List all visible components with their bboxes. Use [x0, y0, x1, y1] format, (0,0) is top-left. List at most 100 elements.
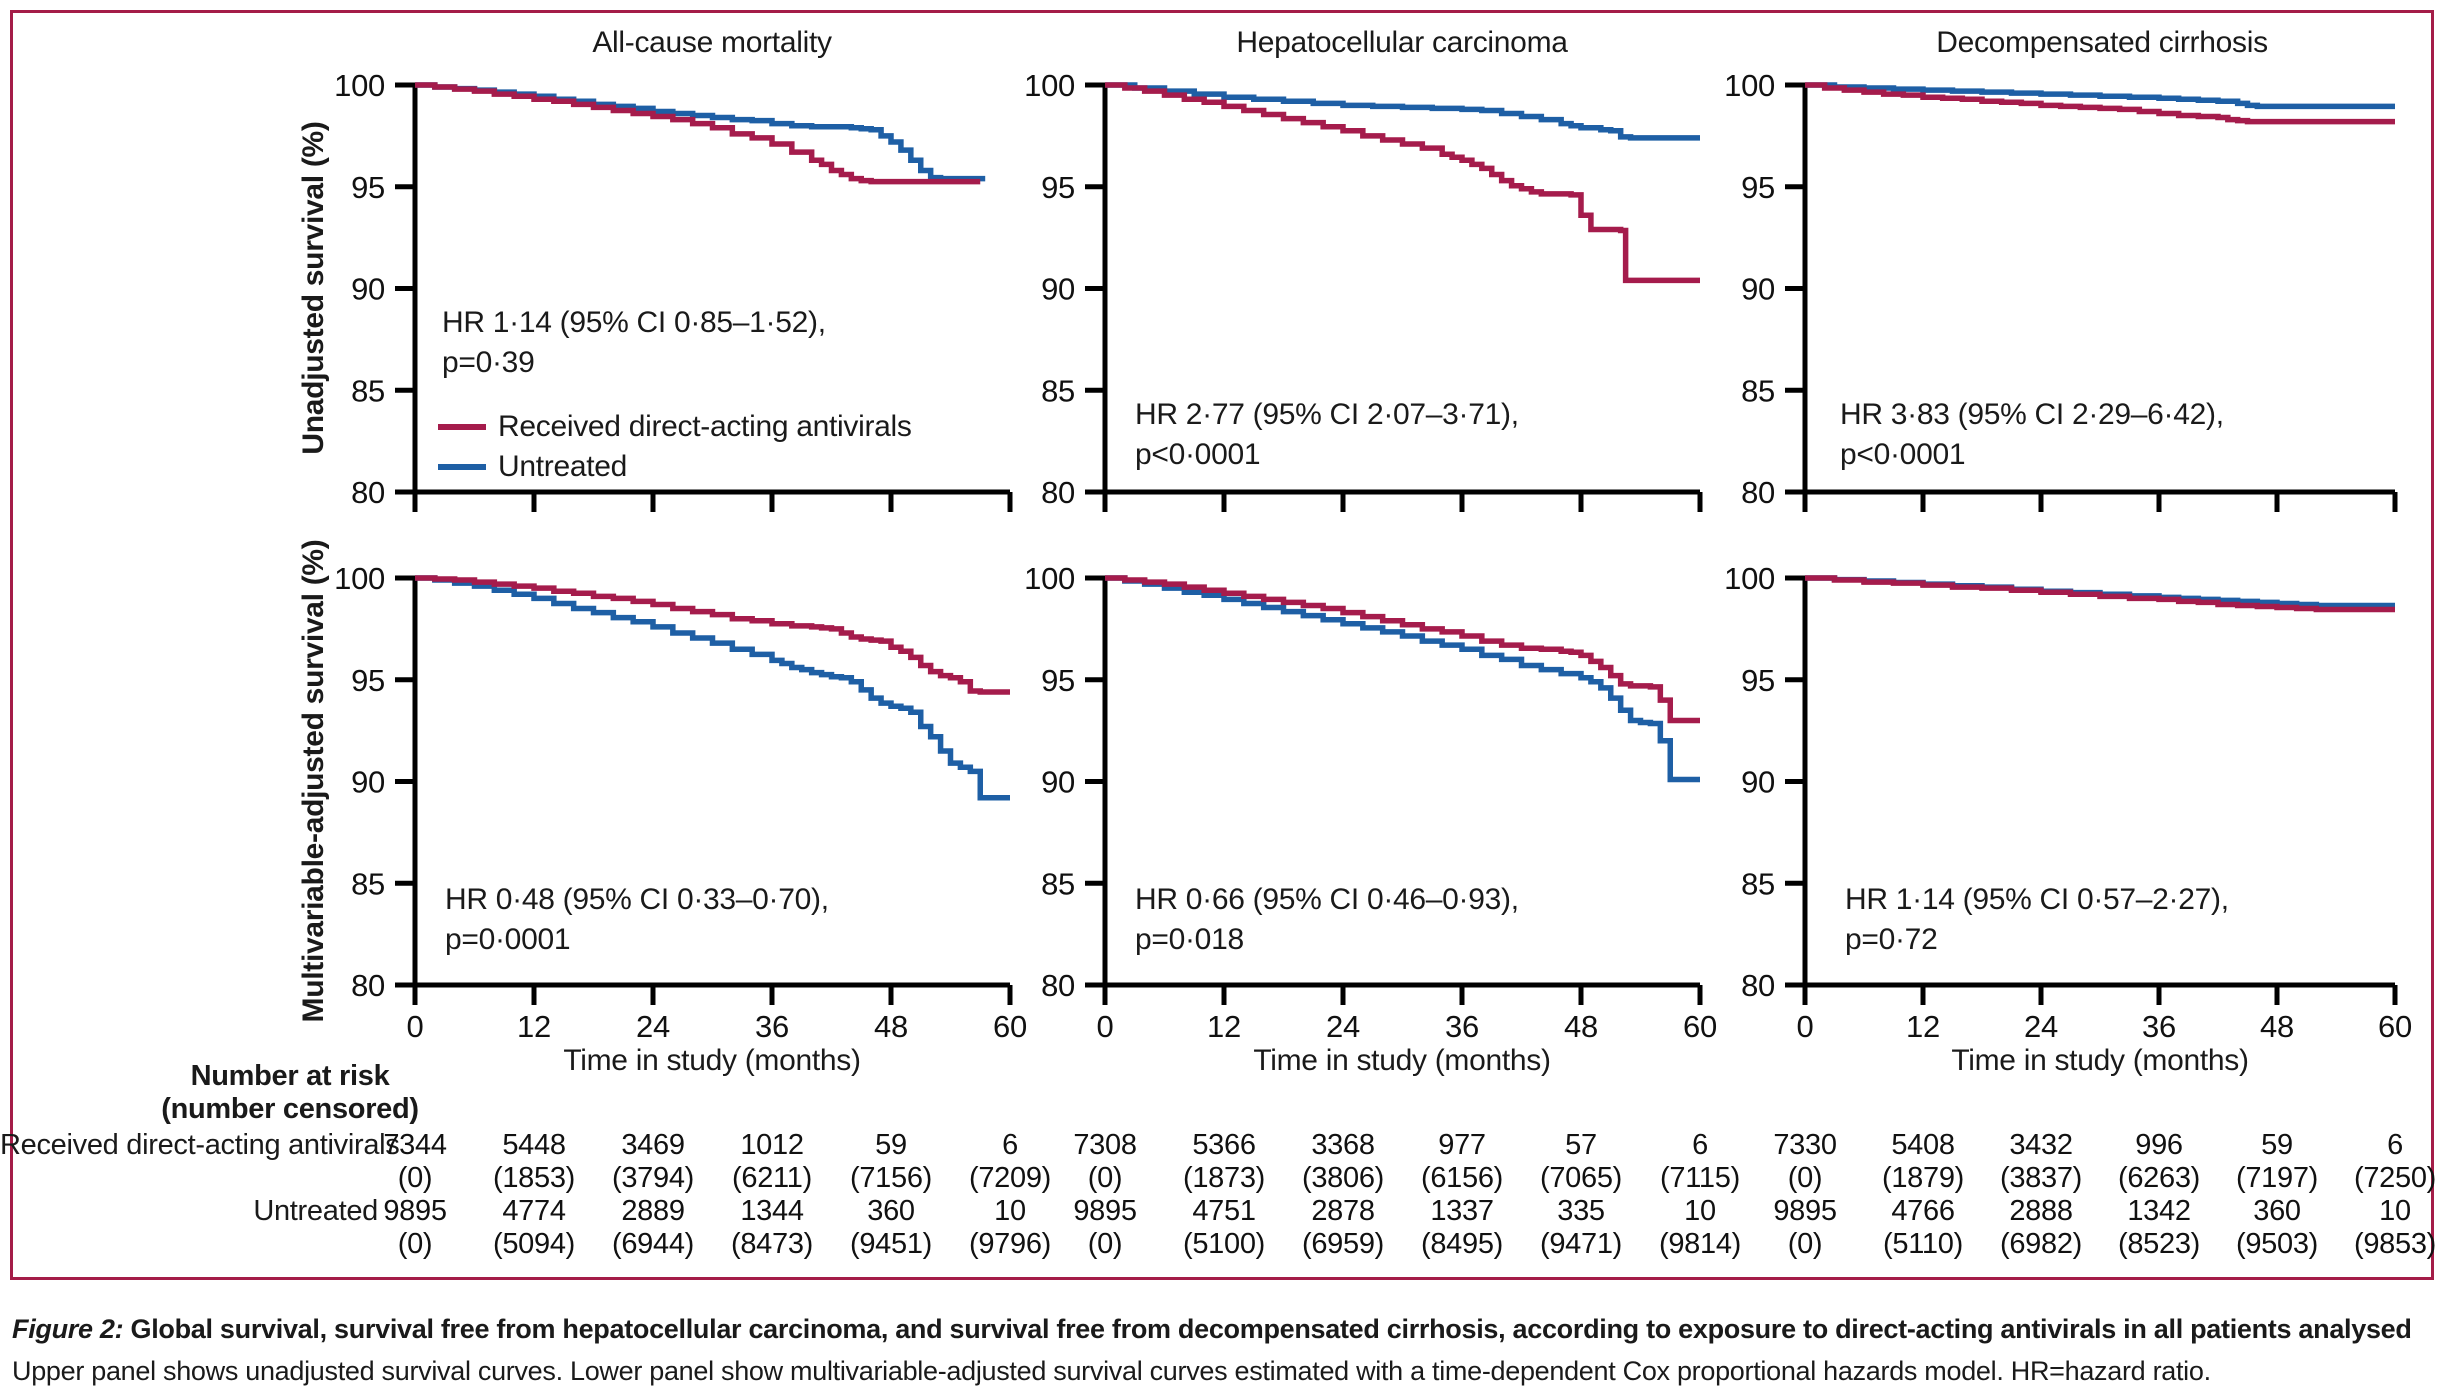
risk-value: (7065): [1539, 1162, 1623, 1194]
p-line: p=0·72: [1845, 923, 1938, 956]
risk-line-untreated_c: (0) (5110) (6982) (8523) (9503) (9853): [1746, 1228, 2452, 1261]
risk-value: (9796): [968, 1228, 1052, 1260]
risk-value: 4751: [1192, 1195, 1256, 1227]
risk-value: 4766: [1891, 1195, 1955, 1227]
risk-table-header: Number at risk (number censored): [40, 1060, 540, 1126]
figure-caption: Figure 2: Global survival, survival free…: [12, 1308, 2448, 1392]
x-tick-label: 48: [2260, 1009, 2294, 1044]
km-curve-untreated: [1105, 575, 1700, 783]
hr-line: HR 1·14 (95% CI 0·57–2·27),: [1845, 883, 2229, 916]
y-tick-label: 95: [351, 663, 385, 698]
risk-value: 3469: [621, 1129, 685, 1161]
hr-line: HR 3·83 (95% CI 2·29–6·42),: [1840, 398, 2224, 431]
risk-value: (6156): [1420, 1162, 1504, 1194]
risk-value: 6: [2387, 1129, 2403, 1161]
risk-value: 996: [2135, 1129, 2183, 1161]
y-tick-label: 85: [1741, 866, 1775, 901]
km-curve-daa: [1105, 82, 1700, 284]
risk-value: (3794): [611, 1162, 695, 1194]
panel-title-all-cause-mortality: All-cause mortality: [592, 26, 832, 59]
risk-value: 360: [2253, 1195, 2301, 1227]
y-tick-label: 85: [1041, 373, 1075, 408]
km-curve-untreated: [415, 575, 1010, 801]
p-line: p=0·018: [1135, 923, 1244, 956]
risk-value: 977: [1438, 1129, 1486, 1161]
x-tick-label: 48: [1564, 1009, 1598, 1044]
risk-line-daa_c: (0) (1879) (3837) (6263) (7197) (7250): [1746, 1162, 2452, 1195]
km-curve-untreated: [1105, 82, 1700, 141]
risk-value: 1337: [1430, 1195, 1494, 1227]
risk-value: (0): [397, 1162, 433, 1194]
y-tick-label: 80: [351, 968, 385, 1003]
risk-value: 3432: [2009, 1129, 2073, 1161]
x-axis-title-middle: Time in study (months): [1253, 1044, 1551, 1077]
km-curve-untreated: [415, 82, 986, 182]
risk-line-daa_c: (0) (1853) (3794) (6211) (7156) (7209): [356, 1162, 1070, 1195]
km-curve-daa: [415, 82, 981, 185]
risk-block-decompensated-cirrhosis: 7330 5408 3432 996 59 6 (0) (1879) (3837) (6263)(…: [1746, 1129, 2452, 1261]
caption-title-line: Figure 2: Global survival, survival free…: [12, 1308, 2448, 1350]
y-tick-label: 90: [351, 765, 385, 800]
y-tick-label: 100: [334, 561, 385, 596]
panel-unadjusted-all-cause-mortality: 100 95 90 85 80: [334, 68, 1013, 512]
legend-label-untreated: Untreated: [498, 450, 628, 483]
risk-value: 9895: [1073, 1195, 1137, 1227]
risk-row-label-daa: Received direct-acting antivirals: [0, 1129, 400, 1161]
risk-line-daa_n: 7344 5448 3469 1012 59 6: [356, 1129, 1070, 1162]
risk-value: (8523): [2117, 1228, 2201, 1260]
risk-value: (9451): [849, 1228, 933, 1260]
risk-value: (9853): [2353, 1228, 2437, 1260]
risk-value: (0): [1787, 1228, 1823, 1260]
risk-value: 7330: [1773, 1129, 1837, 1161]
risk-value: 6: [1692, 1129, 1708, 1161]
x-tick-label: 12: [517, 1009, 551, 1044]
y-tick-label: 100: [1724, 68, 1775, 103]
y-tick-label: 80: [1741, 968, 1775, 1003]
caption-body-line: Upper panel shows unadjusted survival cu…: [12, 1356, 2211, 1386]
x-tick-label: 48: [874, 1009, 908, 1044]
p-line: p=0·0001: [445, 923, 571, 956]
risk-header-line2: (number censored): [161, 1093, 419, 1125]
risk-value: (1873): [1182, 1162, 1266, 1194]
risk-value: 2878: [1311, 1195, 1375, 1227]
risk-value: (0): [1087, 1228, 1123, 1260]
p-line: p<0·0001: [1840, 438, 1966, 471]
risk-value: 7344: [383, 1129, 447, 1161]
x-tick-label: 60: [993, 1009, 1027, 1044]
risk-value: 10: [2379, 1195, 2411, 1227]
risk-value: 4774: [502, 1195, 566, 1227]
hr-annotation-adj-cirrhosis: HR 1·14 (95% CI 0·57–2·27), p=0·72: [1845, 880, 2229, 960]
y-tick-label: 100: [1024, 561, 1075, 596]
hr-annotation-adj-hcc: HR 0·66 (95% CI 0·46–0·93), p=0·018: [1135, 880, 1519, 960]
x-tick-label: 36: [1445, 1009, 1479, 1044]
risk-value: 59: [875, 1129, 907, 1161]
risk-value: (6959): [1301, 1228, 1385, 1260]
risk-line-untreated_n: 9895 4774 2889 1344 360 10: [356, 1195, 1070, 1228]
panel-adjusted-all-cause-mortality: 100 95 90 85 80 0 12 24 36 48 60: [334, 561, 1027, 1044]
risk-value: (6944): [611, 1228, 695, 1260]
risk-value: (9471): [1539, 1228, 1623, 1260]
km-curve-daa: [415, 575, 1010, 695]
p-line: p=0·39: [442, 346, 535, 379]
hr-annotation-unadj-hcc: HR 2·77 (95% CI 2·07–3·71), p<0·0001: [1135, 395, 1519, 475]
y-tick-label: 85: [351, 373, 385, 408]
risk-value: (0): [1087, 1162, 1123, 1194]
panel-unadjusted-decompensated-cirrhosis: 100 95 90 85 80: [1724, 68, 2398, 512]
x-tick-label: 12: [1906, 1009, 1940, 1044]
x-tick-label: 0: [407, 1009, 424, 1044]
risk-value: 1342: [2127, 1195, 2191, 1227]
y-tick-label: 90: [1741, 765, 1775, 800]
risk-value: 5408: [1891, 1129, 1955, 1161]
x-tick-label: 24: [636, 1009, 670, 1044]
risk-value: 10: [994, 1195, 1026, 1227]
caption-figure-label: Figure 2:: [12, 1314, 124, 1344]
risk-value: (5110): [1883, 1228, 1963, 1260]
y-tick-label: 100: [1024, 68, 1075, 103]
risk-value: (1879): [1881, 1162, 1965, 1194]
risk-value: 5366: [1192, 1129, 1256, 1161]
risk-value: (3806): [1301, 1162, 1385, 1194]
risk-value: 3368: [1311, 1129, 1375, 1161]
risk-line-untreated_c: (0) (5094) (6944) (8473) (9451) (9796): [356, 1228, 1070, 1261]
risk-value: (8473): [730, 1228, 814, 1260]
